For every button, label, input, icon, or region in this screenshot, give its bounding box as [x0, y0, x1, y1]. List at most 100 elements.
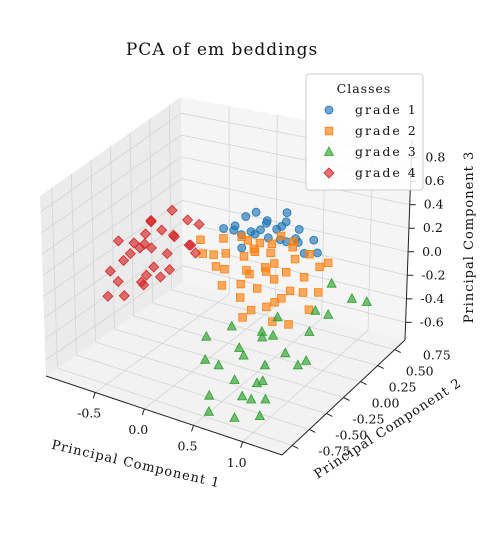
legend-title: Classes: [337, 81, 392, 96]
data-point: [290, 254, 300, 264]
y-grid-floor: [133, 315, 361, 382]
y-grid-left: [51, 187, 58, 369]
data-point: [238, 313, 247, 322]
z-grid-back: [181, 178, 409, 229]
data-point: [219, 224, 229, 233]
y-grid-left: [129, 132, 134, 316]
y-grid-left: [110, 146, 115, 330]
series-grade-2: [196, 231, 333, 329]
data-point: [239, 252, 249, 261]
data-point: [220, 264, 229, 274]
y-tick: [360, 381, 367, 385]
legend-items: grade 1 grade 2 grade 3 grade 4: [323, 102, 418, 180]
data-point: [246, 227, 256, 237]
legend-marker: [324, 126, 334, 136]
z-grid-left: [41, 156, 182, 255]
data-point: [226, 320, 237, 331]
data-point: [251, 377, 263, 388]
data-point: [267, 329, 279, 340]
y-tick: [292, 444, 299, 449]
data-point: [161, 248, 173, 260]
z-grid-left: [42, 178, 183, 276]
data-point: [241, 212, 251, 221]
y-tick: [326, 413, 333, 417]
data-point: [140, 269, 152, 281]
data-point: [163, 264, 176, 276]
x-tick: [240, 441, 244, 448]
y-grid-floor: [57, 367, 293, 446]
y-grid-left: [168, 105, 172, 290]
z-grid-left: [41, 134, 182, 234]
data-point: [299, 273, 309, 282]
z-grid-left: [44, 243, 183, 340]
data-point: [112, 235, 124, 247]
z-grid-back: [181, 156, 410, 206]
data-point: [196, 235, 205, 244]
y-grid-left: [149, 118, 153, 303]
data-point: [269, 275, 279, 284]
data-point: [346, 292, 358, 303]
data-point: [304, 305, 314, 314]
legend-label: grade 4: [355, 165, 418, 180]
data-point: [301, 355, 312, 365]
y-grid-floor: [95, 341, 327, 414]
x-grid-back: [275, 114, 278, 307]
x-tick-label: -0.5: [77, 406, 101, 421]
data-point: [166, 204, 178, 216]
series-grade-3: [200, 277, 372, 422]
y-grid-floor: [114, 328, 344, 398]
data-point: [245, 269, 254, 279]
data-point: [257, 331, 268, 342]
y-tick-label: 0.75: [423, 348, 451, 363]
data-point: [281, 217, 291, 227]
data-point: [102, 290, 114, 302]
data-point: [145, 242, 158, 254]
data-point: [314, 288, 323, 297]
series-grade-1: [219, 207, 322, 258]
data-point: [266, 248, 275, 258]
data-point: [323, 258, 333, 268]
data-point: [139, 228, 152, 240]
data-point: [168, 231, 180, 243]
data-point: [252, 284, 262, 293]
legend-label: grade 1: [355, 102, 418, 117]
data-point: [229, 412, 240, 422]
z-tick-label: 0.4: [424, 197, 444, 212]
data-point: [156, 224, 168, 236]
z-grid-back: [182, 243, 407, 300]
data-point: [361, 296, 372, 306]
data-point: [251, 207, 261, 217]
data-point: [219, 234, 228, 243]
y-tick: [309, 428, 316, 433]
legend-label: grade 2: [355, 123, 418, 138]
x-tick: [191, 425, 194, 432]
data-point: [268, 317, 277, 326]
data-point: [284, 320, 293, 329]
data-point: [249, 244, 258, 254]
data-point: [118, 254, 130, 267]
data-point: [112, 275, 124, 288]
data-point: [262, 302, 271, 312]
data-point: [255, 238, 265, 248]
data-point: [289, 237, 298, 246]
data-point: [257, 375, 268, 386]
data-point: [145, 216, 157, 228]
y-tick-label: 0.50: [406, 364, 434, 379]
data-point: [261, 218, 271, 228]
data-point: [254, 410, 265, 421]
y-tick: [394, 349, 401, 354]
data-point: [292, 359, 304, 370]
y-tick-label: -0.25: [352, 412, 384, 427]
data-point: [267, 239, 277, 248]
z-grid-left: [43, 200, 183, 297]
data-point: [260, 393, 271, 404]
data-point: [201, 330, 212, 341]
axes-ticks: -0.5 0.0 0.5 1.0 -0.75-0.50-0.250.000.250.50…: [77, 150, 451, 470]
y-grid-left: [90, 160, 96, 343]
data-point: [193, 218, 205, 230]
data-point: [211, 262, 221, 271]
data-point: [272, 311, 283, 322]
data-point: [270, 259, 279, 268]
data-point: [238, 349, 249, 360]
data-point: [310, 304, 321, 315]
